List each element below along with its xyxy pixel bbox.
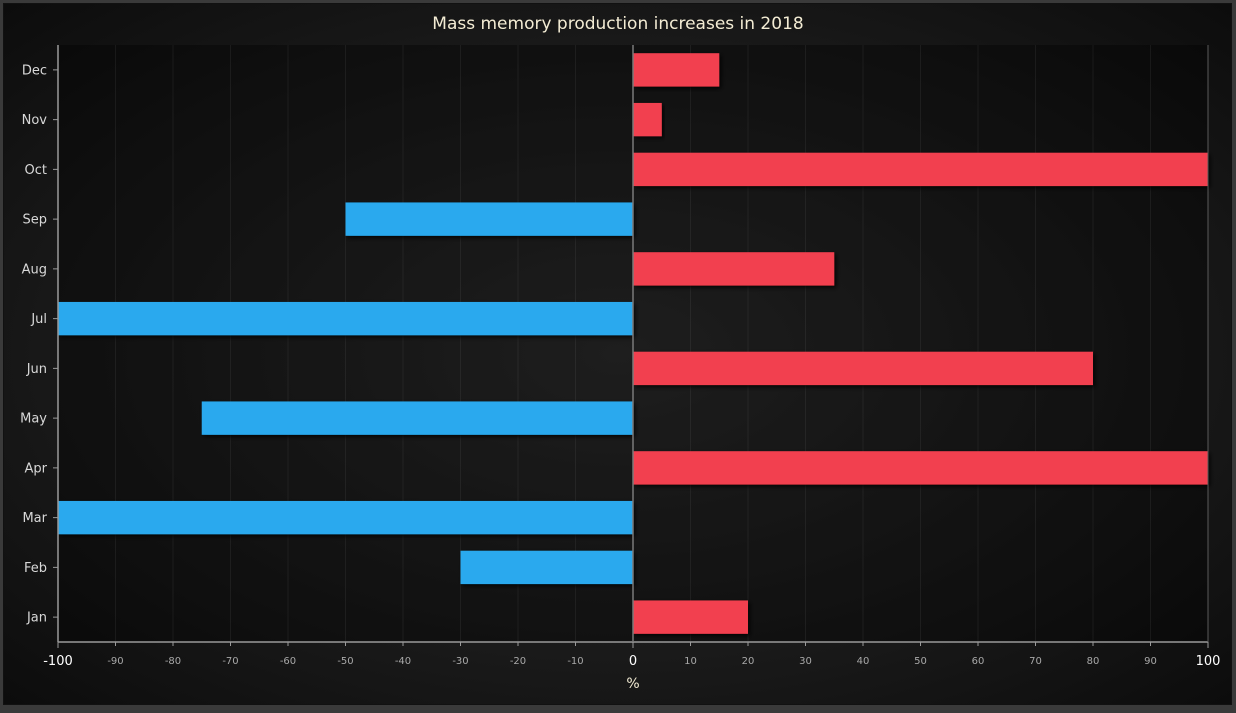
x-tick-label: 70 [1029, 656, 1042, 667]
x-tick-label: -70 [222, 656, 238, 667]
bar-dec [633, 53, 720, 87]
x-tick-label: 100 [1196, 654, 1221, 669]
x-tick-label: -80 [165, 656, 181, 667]
x-tick-label: -30 [452, 656, 468, 667]
x-tick-label: -50 [337, 656, 353, 667]
bar-apr [633, 451, 1208, 485]
bar-nov [633, 102, 662, 137]
y-tick-label: Sep [22, 213, 47, 228]
y-tick-label: Jul [30, 312, 47, 327]
bar-jun [633, 351, 1093, 386]
y-tick-label: Jun [26, 362, 47, 377]
bar-feb [460, 550, 633, 585]
x-tick-label: 80 [1087, 656, 1100, 667]
y-tick-label: Oct [25, 163, 47, 178]
bar-jul [58, 301, 633, 336]
x-axis-ticks: -100 -90 -80 -70 -60 -50 -40 -30 -20 -10 0 10 20 30 40… [43, 642, 1220, 669]
x-tick-label: 20 [742, 656, 755, 667]
x-tick-label: 40 [857, 656, 870, 667]
bar-jan [633, 600, 748, 634]
x-tick-label: -10 [567, 656, 583, 667]
bar-may [201, 401, 633, 435]
y-tick-label: Aug [22, 262, 47, 277]
bar-sep [345, 202, 633, 236]
y-tick-label: Jan [26, 611, 47, 626]
x-tick-label: -20 [510, 656, 526, 667]
x-tick-label: 30 [799, 656, 812, 667]
y-tick-label: Nov [22, 113, 48, 128]
y-tick-label: Feb [24, 561, 47, 576]
x-tick-label: -60 [280, 656, 296, 667]
y-tick-label: Mar [22, 511, 47, 526]
y-tick-label: May [20, 412, 47, 427]
bar-oct [633, 152, 1208, 187]
y-axis-ticks: Jan Feb Mar Apr May Jun Jul Aug Sep Oct Nov Dec [20, 63, 58, 626]
y-tick-label: Apr [25, 461, 48, 476]
x-tick-label: -40 [395, 656, 411, 667]
x-tick-label: 90 [1144, 656, 1157, 667]
x-tick-label: 0 [629, 654, 637, 669]
x-tick-label: -90 [107, 656, 123, 667]
bar-mar [58, 500, 633, 535]
x-axis-label: % [626, 676, 639, 692]
chart-title: Mass memory production increases in 2018 [432, 14, 804, 34]
bar-aug [633, 252, 835, 286]
x-tick-label: -100 [43, 654, 73, 669]
x-tick-label: 50 [914, 656, 927, 667]
x-tick-label: 60 [972, 656, 985, 667]
grid-lines [115, 45, 1151, 642]
x-tick-label: 10 [684, 656, 697, 667]
bars [58, 53, 1208, 634]
y-tick-label: Dec [22, 63, 47, 78]
